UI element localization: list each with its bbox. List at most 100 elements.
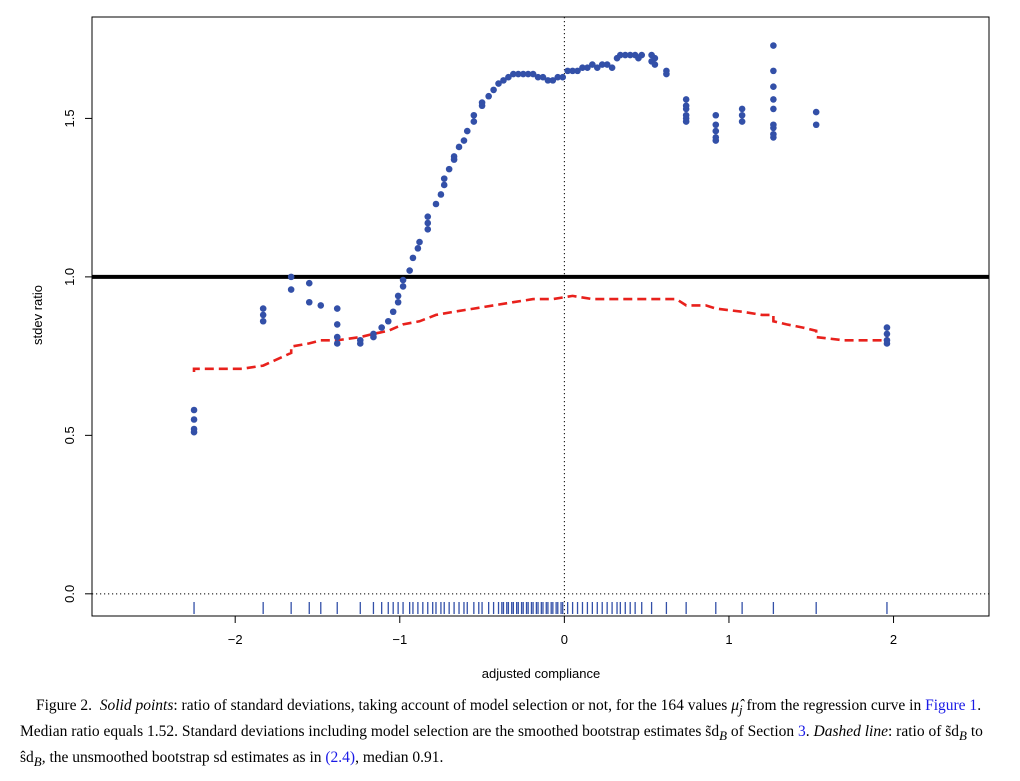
data-point	[712, 134, 720, 141]
data-point	[569, 67, 576, 75]
y-tick-label: 1.0	[62, 268, 77, 286]
data-point	[589, 61, 596, 68]
caption-figure-1-link[interactable]: Figure 1	[925, 697, 978, 714]
caption-sd-subscript-3: B	[33, 754, 42, 770]
data-point	[770, 42, 777, 49]
data-point	[651, 61, 659, 68]
data-point	[356, 336, 364, 344]
data-point	[389, 308, 397, 316]
data-point	[544, 77, 552, 84]
data-point	[463, 127, 471, 135]
figure-caption: Figure 2. Solid points: ratio of standar…	[20, 695, 1005, 773]
data-point	[440, 175, 448, 182]
data-point	[579, 64, 586, 72]
data-point	[333, 340, 341, 347]
data-point	[190, 416, 198, 423]
data-point	[584, 64, 591, 72]
caption-text-8: , the unsmoothed bootstrap sd estimates …	[41, 749, 326, 767]
data-point	[406, 267, 413, 274]
data-point	[416, 238, 423, 246]
caption-text-1: : ratio of standard deviations, taking a…	[173, 697, 732, 714]
plot-frame	[91, 16, 990, 617]
data-point	[378, 324, 385, 331]
x-tick-label: 2	[890, 632, 897, 647]
data-point	[490, 86, 497, 94]
data-point	[682, 102, 690, 110]
data-point	[460, 137, 468, 144]
caption-text-6: : ratio of	[888, 723, 946, 741]
data-point	[770, 83, 777, 91]
caption-sd-tilde: s̃d	[705, 723, 720, 741]
data-point	[549, 77, 557, 84]
data-point	[621, 51, 629, 59]
data-point	[770, 121, 777, 129]
dashed-ratio-line	[192, 294, 889, 372]
caption-solid-points-label: Solid points	[99, 697, 174, 714]
data-point	[883, 330, 891, 338]
data-point	[470, 118, 478, 125]
y-tick-label: 0.0	[62, 585, 77, 603]
caption-figure-label: Figure 2.	[36, 697, 92, 714]
data-point	[770, 105, 777, 113]
caption-sd-subscript-2: B	[959, 728, 967, 744]
caption-text-2: from the regression curve in	[742, 697, 926, 714]
data-point	[738, 105, 746, 113]
data-point	[500, 77, 507, 84]
data-point	[539, 73, 547, 81]
data-point	[370, 330, 377, 338]
caption-sd-subscript: B	[719, 728, 727, 744]
x-tick-label: −2	[228, 632, 243, 647]
caption-mu-subscript: j	[739, 702, 743, 718]
data-point	[445, 165, 453, 173]
data-point	[593, 64, 601, 72]
data-point	[598, 61, 606, 68]
caption-section-3-link[interactable]: 3	[798, 723, 806, 741]
data-point	[738, 111, 746, 119]
data-point	[384, 317, 392, 325]
data-point	[455, 143, 463, 151]
caption-sd-tilde-2: s̃d	[945, 723, 960, 741]
data-point	[394, 298, 402, 306]
caption-sd-hat: ŝd	[20, 749, 34, 767]
caption-text-3: . Median ratio equals 1.52. Standard dev…	[20, 697, 982, 741]
data-point	[259, 311, 267, 319]
y-tick-label: 0.5	[62, 426, 77, 444]
data-point	[305, 279, 313, 287]
caption-dashed-line-label: Dashed line	[813, 723, 888, 741]
data-point	[305, 298, 313, 306]
data-point	[564, 67, 571, 75]
data-point	[712, 127, 720, 135]
data-point	[574, 67, 581, 75]
data-point	[682, 111, 690, 119]
y-axis-label: stdev ratio	[30, 285, 45, 345]
data-point	[883, 324, 891, 331]
data-point	[682, 96, 690, 103]
caption-text-5: .	[805, 723, 814, 741]
data-point	[437, 191, 445, 198]
caption-text-4: of Section	[726, 723, 799, 741]
data-point	[190, 425, 198, 433]
data-point	[259, 317, 267, 325]
data-point	[317, 302, 325, 309]
data-point	[505, 73, 512, 81]
data-point	[287, 273, 295, 281]
data-point	[812, 121, 820, 129]
data-point	[738, 118, 746, 125]
caption-eq-2-4-link[interactable]: (2.4)	[325, 749, 356, 767]
data-point	[712, 121, 720, 129]
data-point	[529, 70, 537, 78]
x-tick-label: 0	[561, 632, 568, 647]
data-point	[470, 111, 478, 119]
chart-svg: −2 −1 0 1 20.00.51.01.5 adjusted compliance …	[30, 16, 990, 681]
data-point	[638, 51, 646, 59]
data-point	[495, 80, 502, 87]
data-point	[626, 51, 634, 59]
data-point	[333, 321, 341, 328]
data-point	[663, 67, 670, 75]
data-point	[394, 292, 402, 300]
data-point	[617, 51, 624, 59]
data-point	[554, 73, 562, 81]
data-point	[485, 92, 492, 100]
data-point	[883, 336, 891, 344]
caption-text-7: to	[966, 723, 983, 741]
